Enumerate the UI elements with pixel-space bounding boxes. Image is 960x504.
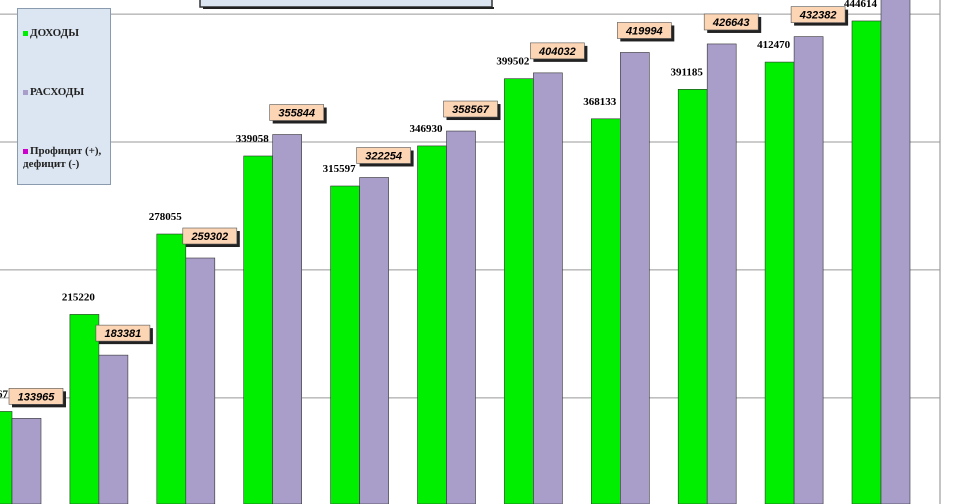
bar [851, 20, 882, 504]
legend-swatch [23, 30, 28, 36]
value-label: 322254 [365, 150, 402, 162]
bar [0, 411, 13, 504]
value-label: 315597 [323, 163, 357, 175]
value-label: 278055 [149, 211, 183, 223]
label-box [703, 13, 759, 31]
value-label: 183381 [105, 328, 142, 340]
bar [504, 78, 534, 504]
legend-item: РАСХОДЫ [23, 86, 109, 99]
value-label: 215220 [62, 291, 96, 303]
bars: 139367 133965 215220 183381 278055 259302 3390… [0, 0, 911, 504]
bar [98, 354, 129, 504]
bar [793, 36, 824, 504]
bar [185, 257, 216, 504]
label-box [182, 227, 238, 245]
bar [533, 72, 563, 504]
title-box [199, 0, 493, 8]
bar [330, 185, 360, 504]
value-label: 412470 [757, 39, 791, 51]
bar [272, 134, 303, 504]
legend-label: Профицит (+), дефицит (-) [23, 145, 102, 170]
value-label: 133965 [18, 391, 56, 403]
value-label: 339058 [236, 133, 270, 145]
bar [619, 52, 650, 504]
legend-label: ДОХОДЫ [30, 27, 80, 39]
label-box [530, 42, 585, 60]
value-label: 346930 [410, 123, 444, 135]
value-label: 139367 [0, 388, 9, 400]
label-box [616, 22, 672, 39]
bar [11, 418, 42, 504]
legend-item: ДОХОДЫ [23, 27, 109, 40]
value-label: 259302 [190, 231, 228, 243]
bar [69, 314, 100, 504]
value-label: 358567 [452, 104, 490, 116]
label-box [790, 6, 846, 23]
value-label: 432382 [799, 10, 837, 22]
bar [706, 43, 737, 504]
value-label: 404032 [538, 46, 576, 58]
value-label: 426643 [712, 17, 750, 29]
bar [880, 0, 911, 504]
bar [243, 155, 273, 504]
bar [156, 233, 187, 504]
bar [359, 177, 389, 504]
value-label: 355844 [278, 108, 315, 120]
label-box [356, 147, 411, 164]
value-label: 419994 [625, 25, 663, 37]
bar [417, 145, 447, 504]
bar [446, 130, 476, 504]
label-box [443, 100, 498, 118]
value-label: 391185 [670, 66, 703, 78]
label-box [95, 324, 151, 342]
value-label: 368133 [583, 96, 617, 108]
bar [764, 61, 795, 504]
legend-swatch [23, 148, 28, 154]
legend-item: Профицит (+), дефицит (-) [23, 145, 109, 171]
value-label: 444614 [844, 0, 878, 10]
bar [590, 118, 621, 504]
label-box [269, 104, 325, 121]
value-label: 399502 [496, 56, 530, 68]
bar [677, 89, 708, 504]
legend-label: РАСХОДЫ [30, 86, 85, 98]
label-box [8, 388, 64, 405]
legend: ДОХОДЫ РАСХОДЫ Профицит (+), дефицит (-) [17, 8, 111, 185]
legend-swatch [23, 89, 28, 95]
